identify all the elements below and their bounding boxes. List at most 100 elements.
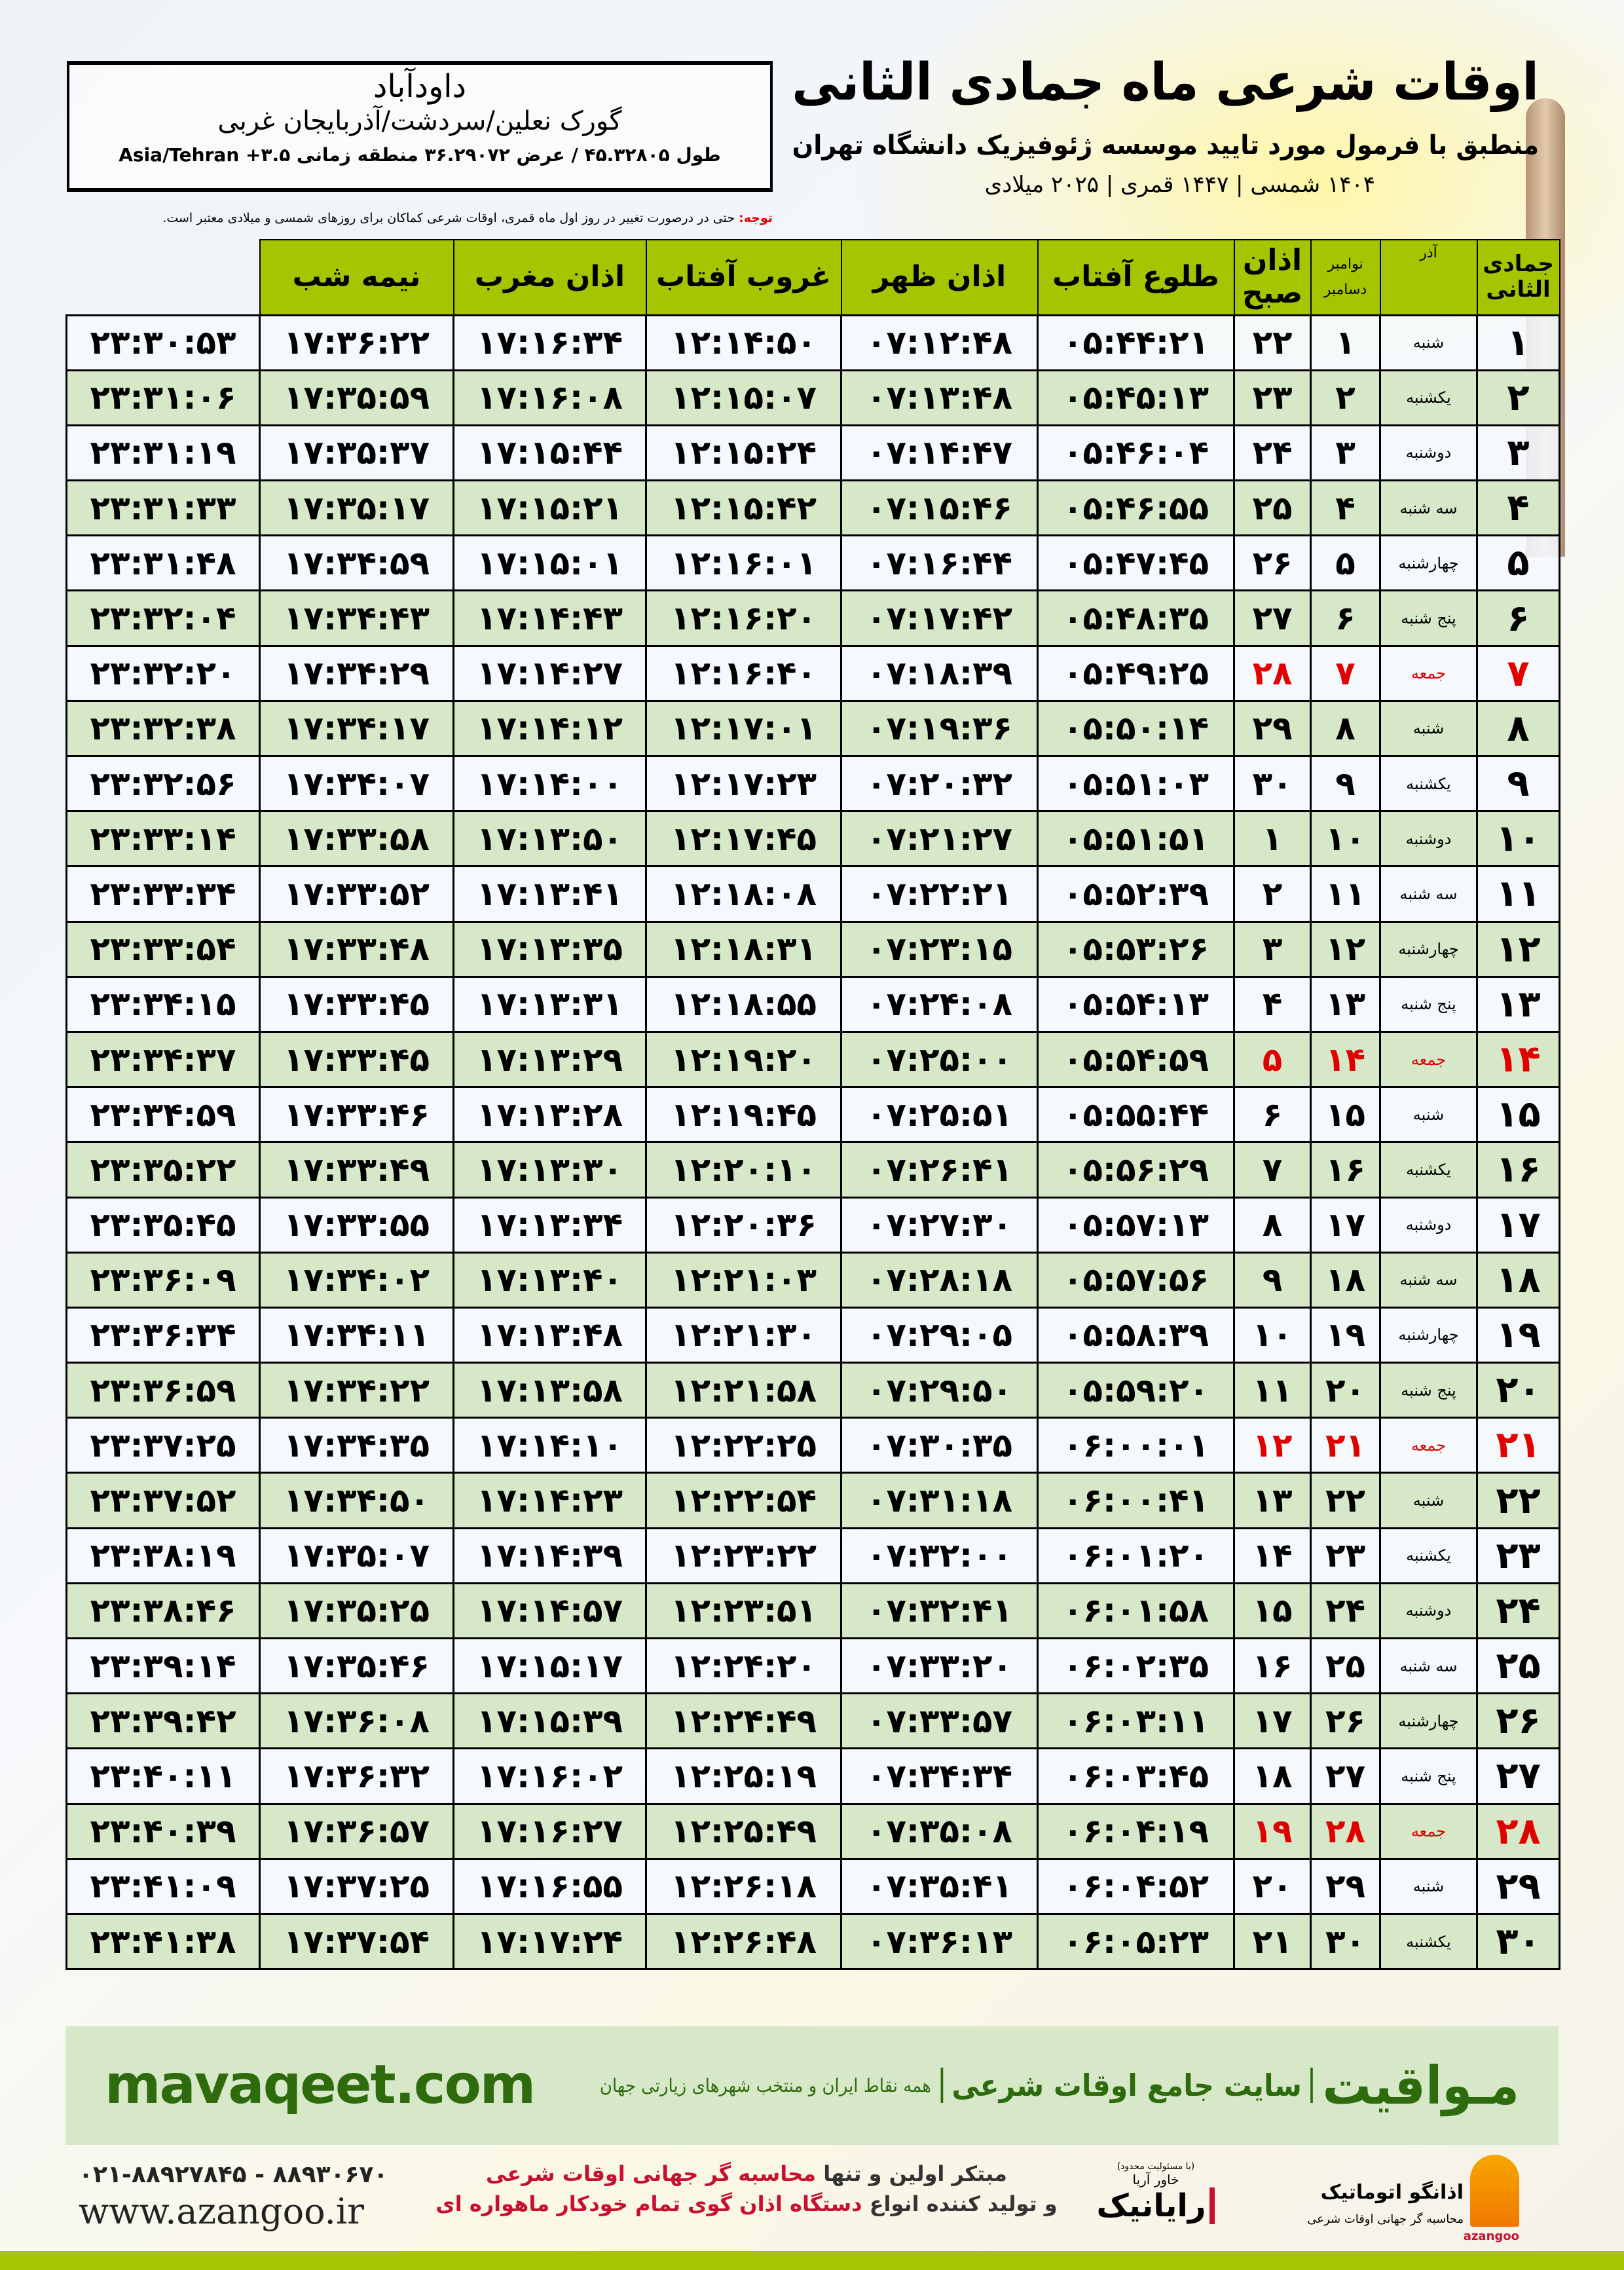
cell-sunrise: ۰۷:۱۵:۴۶ bbox=[840, 479, 1039, 537]
cell-fajr: ۰۵:۵۸:۳۹ bbox=[1037, 1306, 1235, 1364]
cell-azar-day: ۶ bbox=[1310, 589, 1381, 647]
cell-azar-day: ۱۷ bbox=[1310, 1196, 1381, 1254]
cell-fajr: ۰۵:۵۱:۰۳ bbox=[1037, 754, 1235, 813]
cell-azar-day: ۱۰ bbox=[1310, 810, 1381, 868]
cell-weekday: سه شنبه bbox=[1379, 1251, 1478, 1309]
cell-dhuhr: ۱۲:۱۷:۲۳ bbox=[645, 754, 842, 813]
azangoo-logo: اذانگو اتوماتیک محاسبه گر جهانی اوقات شر… bbox=[1270, 2155, 1519, 2246]
cell-maghrib: ۱۷:۳۵:۲۵ bbox=[259, 1582, 454, 1640]
cell-gregorian-day: ۱۵ bbox=[1233, 1582, 1312, 1640]
cell-hijri-day: ۵ bbox=[1476, 534, 1560, 592]
azangoo-name: اذانگو اتوماتیک bbox=[1320, 2181, 1464, 2204]
title-block: اوقات شرعی ماه جمادی الثانی منطبق با فرم… bbox=[792, 52, 1539, 210]
cell-weekday: شنبه bbox=[1379, 1086, 1478, 1144]
cell-sunset: ۱۷:۱۳:۳۱ bbox=[452, 975, 647, 1033]
cell-dhuhr: ۱۲:۲۱:۳۰ bbox=[645, 1306, 842, 1364]
table-row: ۲۴ دوشنبه ۲۴ ۱۵ ۰۶:۰۱:۵۸ ۰۷:۳۲:۴۱ ۱۲:۲۳:۵۱ ۱۷:۱… bbox=[65, 1582, 1560, 1640]
cell-dhuhr: ۱۲:۲۰:۳۶ bbox=[645, 1196, 842, 1254]
cell-sunset: ۱۷:۱۴:۳۹ bbox=[452, 1527, 647, 1584]
cell-dhuhr: ۱۲:۱۸:۳۱ bbox=[645, 920, 842, 978]
azangoo-en: azangoo bbox=[1463, 2229, 1519, 2243]
banner-tagline-2: همه نقاط ایران و منتخب شهرهای زیارتی جها… bbox=[599, 2074, 931, 2096]
cell-sunrise: ۰۷:۱۷:۴۲ bbox=[840, 589, 1039, 647]
cell-fajr: ۰۵:۵۵:۴۴ bbox=[1037, 1086, 1235, 1144]
cell-weekday: سه شنبه bbox=[1379, 865, 1478, 923]
cell-maghrib: ۱۷:۳۷:۲۵ bbox=[259, 1857, 454, 1915]
table-row: ۱۱ سه شنبه ۱۱ ۲ ۰۵:۵۲:۳۹ ۰۷:۲۲:۲۱ ۱۲:۱۸:۰۸ ۱۷:۱… bbox=[65, 865, 1560, 923]
year-line: ۱۴۰۴ شمسی | ۱۴۴۷ قمری | ۲۰۲۵ میلادی bbox=[984, 172, 1375, 198]
mavaqeet-link[interactable]: mavaqeet.com bbox=[105, 2054, 536, 2116]
cell-sunrise: ۰۷:۱۴:۴۷ bbox=[840, 424, 1039, 482]
cell-azar-day: ۱۵ bbox=[1310, 1086, 1381, 1144]
cell-fajr: ۰۵:۵۴:۵۹ bbox=[1037, 1030, 1235, 1088]
cell-sunrise: ۰۷:۳۰:۳۵ bbox=[840, 1417, 1039, 1474]
cell-sunrise: ۰۷:۱۹:۳۶ bbox=[840, 699, 1039, 758]
cell-hijri-day: ۳ bbox=[1476, 424, 1560, 482]
cell-gregorian-day: ۲۳ bbox=[1233, 369, 1312, 426]
cell-sunrise: ۰۷:۲۸:۱۸ bbox=[840, 1251, 1039, 1309]
cell-maghrib: ۱۷:۳۴:۰۲ bbox=[259, 1251, 454, 1309]
cell-weekday: جمعه bbox=[1379, 1802, 1478, 1860]
cell-midnight: ۲۳:۳۲:۲۰ bbox=[65, 644, 261, 702]
cell-midnight: ۲۳:۳۶:۳۴ bbox=[65, 1306, 261, 1364]
table-row: ۲۶ چهارشنبه ۲۶ ۱۷ ۰۶:۰۳:۱۱ ۰۷:۳۳:۵۷ ۱۲:۲۴:۴۹ ۱۷… bbox=[65, 1692, 1560, 1750]
promo-line2: و تولید کننده انواع دستگاه اذان گوی تمام… bbox=[432, 2189, 1061, 2219]
cell-azar-day: ۱۱ bbox=[1310, 865, 1381, 923]
cell-sunset: ۱۷:۱۳:۵۰ bbox=[452, 810, 647, 868]
cell-weekday: سه شنبه bbox=[1379, 1637, 1478, 1695]
cell-gregorian-day: ۹ bbox=[1233, 1251, 1312, 1309]
cell-fajr: ۰۶:۰۴:۵۲ bbox=[1037, 1857, 1235, 1915]
table-row: ۱۶ یکشنبه ۱۶ ۷ ۰۵:۵۶:۲۹ ۰۷:۲۶:۴۱ ۱۲:۲۰:۱۰ ۱۷:۱۳… bbox=[65, 1141, 1560, 1199]
cell-dhuhr: ۱۲:۲۴:۴۹ bbox=[645, 1692, 842, 1750]
cell-fajr: ۰۶:۰۱:۵۸ bbox=[1037, 1582, 1235, 1640]
cell-fajr: ۰۵:۵۷:۵۶ bbox=[1037, 1251, 1235, 1309]
page-title: اوقات شرعی ماه جمادی الثانی bbox=[792, 53, 1539, 112]
cell-dhuhr: ۱۲:۱۹:۲۰ bbox=[645, 1030, 842, 1088]
cell-maghrib: ۱۷:۳۵:۳۷ bbox=[259, 424, 454, 482]
cell-dhuhr: ۱۲:۲۱:۰۳ bbox=[645, 1251, 842, 1309]
cell-maghrib: ۱۷:۳۶:۲۲ bbox=[259, 314, 454, 371]
cell-maghrib: ۱۷:۳۶:۳۲ bbox=[259, 1747, 454, 1805]
cell-azar-day: ۱۲ bbox=[1310, 920, 1381, 978]
mavaqeet-banner: mavaqeet.com مـواقیت سایت جامع اوقات شرع… bbox=[65, 2026, 1559, 2145]
cell-hijri-day: ۲۲ bbox=[1476, 1472, 1560, 1529]
cell-weekday: سه شنبه bbox=[1379, 479, 1478, 537]
cell-fajr: ۰۶:۰۰:۴۱ bbox=[1037, 1472, 1235, 1529]
cell-maghrib: ۱۷:۳۳:۴۸ bbox=[259, 920, 454, 978]
cell-azar-day: ۲۹ bbox=[1310, 1857, 1381, 1915]
header-maghrib: اذان مغرب bbox=[452, 239, 647, 316]
cell-fajr: ۰۶:۰۳:۱۱ bbox=[1037, 1692, 1235, 1750]
cell-weekday: چهارشنبه bbox=[1379, 920, 1478, 978]
cell-sunrise: ۰۷:۳۳:۵۷ bbox=[840, 1692, 1039, 1750]
cell-midnight: ۲۳:۳۶:۰۹ bbox=[65, 1251, 261, 1309]
table-row: ۲۷ پنج شنبه ۲۷ ۱۸ ۰۶:۰۳:۴۵ ۰۷:۳۴:۳۴ ۱۲:۲۵:۱۹ ۱۷… bbox=[65, 1747, 1560, 1805]
cell-weekday: پنج شنبه bbox=[1379, 1747, 1478, 1805]
table-row: ۲۵ سه شنبه ۲۵ ۱۶ ۰۶:۰۲:۳۵ ۰۷:۳۳:۲۰ ۱۲:۲۴:۲۰ ۱۷:… bbox=[65, 1637, 1560, 1695]
cell-dhuhr: ۱۲:۲۵:۱۹ bbox=[645, 1747, 842, 1805]
cell-hijri-day: ۱۰ bbox=[1476, 810, 1560, 868]
cell-sunrise: ۰۷:۱۲:۴۸ bbox=[840, 314, 1039, 371]
cell-midnight: ۲۳:۴۱:۳۸ bbox=[65, 1912, 261, 1971]
cell-sunset: ۱۷:۱۳:۲۹ bbox=[452, 1030, 647, 1088]
cell-dhuhr: ۱۲:۱۸:۰۸ bbox=[645, 865, 842, 923]
cell-azar-day: ۹ bbox=[1310, 754, 1381, 813]
azangoo-sub: محاسبه گر جهانی اوقات شرعی bbox=[1307, 2212, 1464, 2226]
cell-midnight: ۲۳:۳۶:۵۹ bbox=[65, 1362, 261, 1419]
location-box: داودآباد گورک نعلین/سردشت/آذربایجان غربی… bbox=[67, 61, 773, 192]
header-nov-dec: نوامبر دسامبر bbox=[1310, 239, 1381, 316]
cell-sunrise: ۰۷:۳۶:۱۳ bbox=[840, 1912, 1039, 1971]
table-row: ۱۸ سه شنبه ۱۸ ۹ ۰۵:۵۷:۵۶ ۰۷:۲۸:۱۸ ۱۲:۲۱:۰۳ ۱۷:۱… bbox=[65, 1251, 1560, 1309]
cell-maghrib: ۱۷:۳۳:۵۸ bbox=[259, 810, 454, 868]
header-sunset: غروب آفتاب bbox=[645, 239, 842, 316]
cell-hijri-day: ۲۵ bbox=[1476, 1637, 1560, 1695]
cell-sunset: ۱۷:۱۳:۴۱ bbox=[452, 865, 647, 923]
azangoo-link[interactable]: www.azangoo.ir bbox=[79, 2191, 364, 2232]
cell-sunrise: ۰۷:۱۸:۳۹ bbox=[840, 644, 1039, 702]
cell-fajr: ۰۵:۴۷:۴۵ bbox=[1037, 534, 1235, 592]
cell-weekday: چهارشنبه bbox=[1379, 1692, 1478, 1750]
cell-gregorian-day: ۳ bbox=[1233, 920, 1312, 978]
cell-azar-day: ۲۱ bbox=[1310, 1417, 1381, 1474]
cell-weekday: دوشنبه bbox=[1379, 1582, 1478, 1640]
cell-azar-day: ۱۸ bbox=[1310, 1251, 1381, 1309]
cell-hijri-day: ۱۵ bbox=[1476, 1086, 1560, 1144]
